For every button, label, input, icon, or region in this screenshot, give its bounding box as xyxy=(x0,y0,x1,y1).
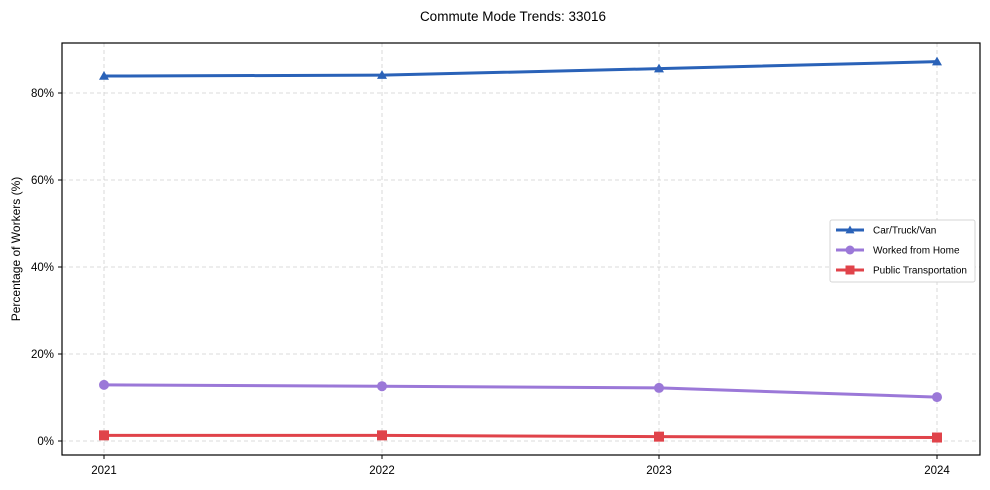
data-point-triangle-icon xyxy=(932,56,942,66)
x-tick-label: 2022 xyxy=(369,465,395,477)
series-line xyxy=(104,433,938,440)
y-axis: 0% 20% 40% 60% 80% xyxy=(31,88,62,448)
x-tick-label: 2023 xyxy=(646,465,672,477)
series-public-transportation xyxy=(99,430,942,443)
x-axis: 2021 2022 2023 2024 xyxy=(91,455,950,477)
x-tick-label: 2024 xyxy=(924,465,950,477)
data-point-square-icon xyxy=(654,431,664,442)
series-worked-from-home xyxy=(99,379,942,403)
legend-label: Car/Truck/Van xyxy=(873,226,936,237)
chart-title: Commute Mode Trends: 33016 xyxy=(420,9,606,24)
y-tick-label: 40% xyxy=(31,262,54,274)
y-tick-label: 80% xyxy=(31,88,54,100)
series-line xyxy=(103,383,938,399)
data-point-circle-icon xyxy=(932,392,942,403)
data-point-triangle-icon xyxy=(99,71,109,80)
y-tick-label: 20% xyxy=(31,349,54,361)
series-line xyxy=(103,60,938,78)
data-point-square-icon xyxy=(99,430,109,441)
data-point-triangle-icon xyxy=(654,63,664,73)
y-axis-label: Percentage of Workers (%) xyxy=(9,177,23,322)
data-point-square-icon xyxy=(377,430,387,441)
legend-item: Car/Truck/Van xyxy=(836,225,936,237)
legend-circle-icon xyxy=(845,245,855,255)
plot-frame xyxy=(61,42,981,456)
legend-item: Worked from Home xyxy=(836,245,960,257)
y-tick-label: 60% xyxy=(31,175,54,187)
legend-triangle-icon xyxy=(845,225,855,234)
series-layer xyxy=(99,56,942,443)
data-point-circle-icon xyxy=(377,381,387,392)
legend-box xyxy=(829,219,976,283)
legend-label: Worked from Home xyxy=(873,246,960,257)
data-point-circle-icon xyxy=(654,382,664,393)
data-point-triangle-icon xyxy=(377,70,387,79)
legend: Car/Truck/Van Worked from Home Public Tran… xyxy=(829,219,976,283)
legend-square-icon xyxy=(845,265,855,275)
x-tick-label: 2021 xyxy=(91,465,117,477)
series-car-truck-van xyxy=(99,56,942,80)
data-point-circle-icon xyxy=(99,379,109,390)
legend-label: Public Transportation xyxy=(873,266,967,277)
data-point-square-icon xyxy=(932,432,942,443)
y-tick-label: 0% xyxy=(37,436,54,448)
legend-item: Public Transportation xyxy=(836,265,967,277)
